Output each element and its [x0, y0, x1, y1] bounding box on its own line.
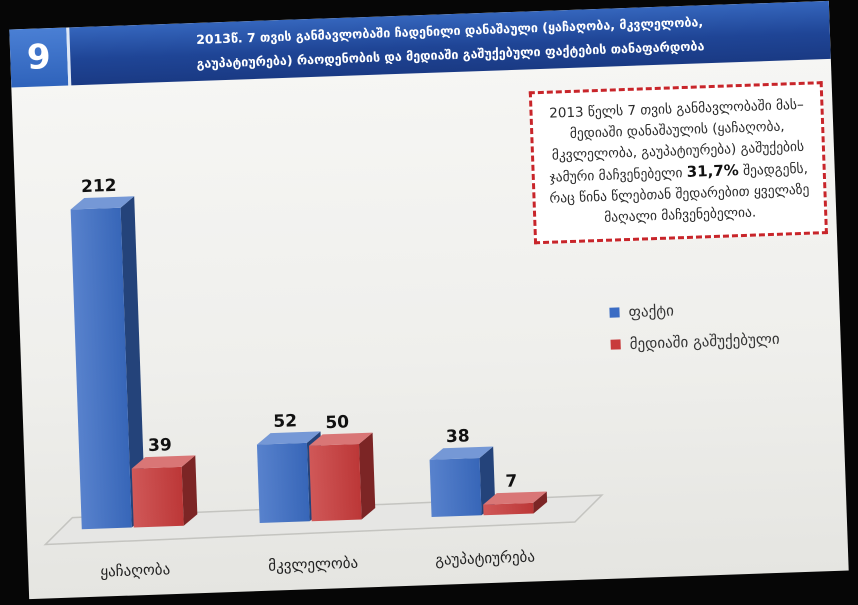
media-bar-2: [309, 432, 376, 522]
legend-label-fact: ფაქტი: [628, 301, 675, 322]
bar-front-face: [483, 502, 534, 516]
bar-top-face: [429, 446, 494, 460]
bar-front-face: [429, 457, 482, 518]
media-value-label-3: 7: [505, 471, 518, 491]
bar-top-face: [70, 196, 135, 210]
bar-front-face: [309, 444, 362, 522]
bar-side-face: [181, 455, 198, 526]
summary-note-box: 2013 წელს 7 თვის განმავლობაში მას–მედიაშ…: [528, 81, 828, 245]
bar-front-face: [256, 442, 310, 524]
fact-bar-1: [70, 196, 146, 530]
fact-value-label-2: 52: [273, 411, 297, 432]
note-highlight-percent: 31,7%: [686, 161, 740, 181]
slide-number: 9: [9, 27, 72, 88]
legend-swatch-fact: [609, 307, 620, 318]
media-value-label-2: 50: [325, 412, 350, 433]
category-label-2: მკვლელობა: [268, 554, 358, 575]
bar-side-face: [358, 432, 376, 520]
fact-value-label-1: 212: [81, 176, 117, 197]
legend-item-media: მედიაში გაშუქებული: [610, 323, 780, 361]
bar-side-face: [120, 196, 146, 528]
labels-layer: 212 39 ყაჩაღობა 52 50 მკვლელობა 38 7 გაუპატიურებ…: [81, 176, 535, 581]
bar-top-face: [256, 431, 321, 445]
media-bar-1: [131, 455, 198, 528]
legend-swatch-media: [610, 339, 621, 350]
chart-legend: ფაქტი მედიაში გაშუქებული: [609, 291, 780, 361]
legend-label-media: მედიაში გაშუქებული: [629, 329, 780, 354]
bars-layer: [70, 196, 548, 530]
media-value-label-1: 39: [148, 435, 172, 456]
bar-front-face: [70, 207, 132, 530]
bar-top-face: [131, 455, 196, 469]
fact-bar-3: [429, 446, 496, 518]
fact-value-label-3: 38: [446, 426, 470, 447]
presentation-slide: 9 2013წ. 7 თვის განმავლობაში ჩადენილი და…: [9, 0, 849, 600]
bar-top-face: [483, 491, 547, 505]
slide-title-bar: 2013წ. 7 თვის განმავლობაში ჩადენილი დანა…: [69, 0, 831, 86]
category-label-3: გაუპატიურება: [435, 547, 535, 568]
category-label-1: ყაჩაღობა: [100, 560, 170, 580]
bar-side-face: [533, 491, 548, 514]
media-bar-3: [483, 491, 548, 516]
bar-chart: 212 39 ყაჩაღობა 52 50 მკვლელობა 38 7 გაუპატიურებ…: [43, 176, 604, 581]
bar-top-face: [309, 432, 373, 446]
bar-front-face: [131, 466, 184, 528]
